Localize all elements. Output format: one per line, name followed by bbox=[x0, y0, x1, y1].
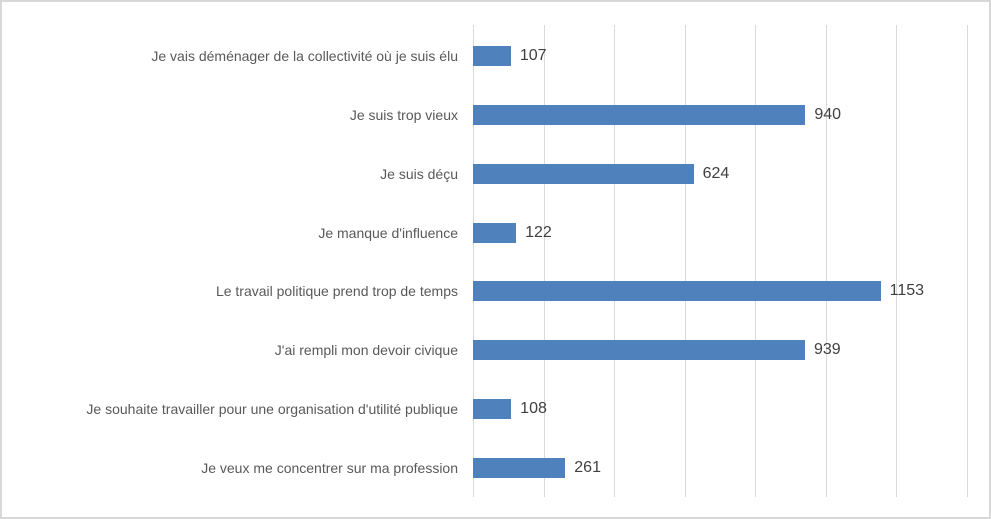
value-label: 108 bbox=[520, 399, 547, 417]
bar-row: J'ai rempli mon devoir civique 939 bbox=[2, 321, 968, 380]
category-label: Je veux me concentrer sur ma profession bbox=[201, 459, 458, 476]
bar bbox=[473, 105, 806, 126]
gridline bbox=[543, 25, 545, 497]
category-label: Je souhaite travailler pour une organisa… bbox=[86, 400, 458, 417]
bar bbox=[473, 398, 512, 419]
bar-row: Je veux me concentrer sur ma profession 2… bbox=[2, 438, 968, 497]
value-label: 261 bbox=[574, 458, 601, 476]
bar-zone: 939 bbox=[473, 321, 968, 380]
gridline bbox=[896, 25, 898, 497]
category-label: Je suis déçu bbox=[380, 165, 458, 182]
bar bbox=[473, 46, 511, 67]
value-label: 107 bbox=[519, 47, 547, 65]
bar-zone: 940 bbox=[473, 86, 968, 145]
category-label: Le travail politique prend trop de temps bbox=[215, 283, 458, 300]
value-label: 624 bbox=[702, 164, 730, 182]
bar-row: Le travail politique prend trop de temps… bbox=[2, 262, 968, 321]
bar-zone: 1153 bbox=[473, 262, 968, 321]
bar-row: Je vais déménager de la collectivité où … bbox=[2, 27, 968, 86]
bar-zone: 108 bbox=[473, 380, 968, 439]
bar-zone: 107 bbox=[473, 27, 968, 86]
bar-row: Je souhaite travailler pour une organisa… bbox=[2, 380, 968, 439]
bar-row: Je suis trop vieux 940 bbox=[2, 86, 968, 145]
gridline bbox=[755, 25, 757, 497]
plot-area: Je vais déménager de la collectivité où … bbox=[2, 27, 968, 497]
bar-row: Je suis déçu 624 bbox=[2, 145, 968, 204]
value-label: 940 bbox=[814, 106, 842, 124]
gridline bbox=[684, 25, 686, 497]
bar-zone: 261 bbox=[473, 438, 968, 497]
value-label: 939 bbox=[814, 341, 841, 359]
bar-zone: 624 bbox=[473, 145, 968, 204]
bar-row: Je manque d'influence 122 bbox=[2, 203, 968, 262]
value-label: 1153 bbox=[889, 282, 925, 300]
gridline bbox=[473, 25, 474, 497]
bar bbox=[473, 457, 566, 478]
gridline bbox=[967, 25, 968, 497]
category-label: Je manque d'influence bbox=[318, 224, 458, 241]
value-label: 122 bbox=[525, 223, 552, 241]
gridline bbox=[825, 25, 827, 497]
bar-zone: 122 bbox=[473, 203, 968, 262]
bar bbox=[473, 281, 881, 302]
gridline bbox=[614, 25, 616, 497]
bar bbox=[473, 222, 517, 243]
category-label: Je vais déménager de la collectivité où … bbox=[151, 48, 458, 65]
plot-gridlines bbox=[473, 25, 968, 497]
bar bbox=[473, 163, 694, 184]
category-label: J'ai rempli mon devoir civique bbox=[274, 342, 458, 359]
bar bbox=[473, 340, 805, 361]
category-label: Je suis trop vieux bbox=[349, 107, 458, 124]
